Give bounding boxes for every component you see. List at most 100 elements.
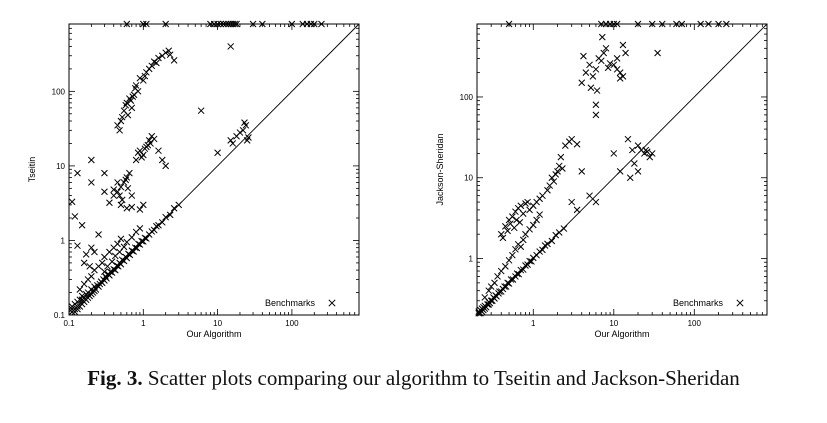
data-point [509,213,516,220]
data-point [519,210,527,217]
data-point [110,192,118,199]
caption-text: Scatter plots comparing our algorithm to… [147,366,740,390]
data-point [120,243,128,251]
data-point [658,20,666,28]
data-point [150,135,158,143]
data-point [229,140,237,147]
data-point [505,256,513,264]
legend-marker [736,299,744,307]
data-point [88,272,95,280]
data-point [559,165,566,172]
data-point [101,268,108,276]
data-point [166,211,174,219]
data-point [536,211,544,218]
y-tick-label: 10 [464,174,473,183]
data-point [197,107,205,115]
axis-ticks: 0.1 1 10 100 0.1 1 10 100 [52,23,360,328]
data-point [126,169,133,177]
data-point [155,221,162,229]
axis-ticks: 1 10 100 1 10 100 [460,23,768,328]
data-point [116,248,123,256]
data-point [114,240,121,248]
data-point [533,216,540,224]
data-point [578,79,586,87]
data-point [288,20,296,28]
data-point [101,169,108,177]
data-point [481,294,489,301]
data-point [139,77,147,84]
data-point [143,20,150,28]
data-point [593,87,601,94]
data-point [616,74,624,82]
data-point [528,258,535,265]
data-point [586,192,593,200]
data-point [68,198,76,206]
y-axis-label: Jackson-Sheridan [435,133,445,205]
y-tick-label: 1 [469,255,474,264]
data-point [153,59,160,67]
data-point [604,64,612,72]
data-point [715,20,722,28]
data-point [136,225,144,232]
data-point [578,167,586,175]
data-point [127,97,135,104]
data-point [529,221,537,229]
data-point [475,309,483,317]
data-point [587,84,595,92]
scatter-plot-tseitin: 0.1 1 10 100 0.1 1 10 100 Our Algorithm Tseitin… [27,20,360,339]
data-point [507,276,515,283]
legend-cross [736,299,744,307]
data-point [598,33,606,41]
data-point [613,20,621,28]
data-point [132,156,140,164]
data-point [487,297,495,305]
data-point [539,192,546,200]
plot-frame [476,23,768,316]
data-point [108,258,116,265]
y-tick-label: 0.1 [54,311,66,320]
data-point [318,20,325,28]
data-point [654,49,661,57]
data-point [95,231,102,238]
data-point [106,268,114,276]
data-points [68,20,325,316]
data-point [497,230,505,238]
data-point [606,60,614,67]
data-point [128,104,136,112]
data-point [162,49,170,57]
data-point [509,251,516,259]
scatter-plot-jackson-sheridan: 1 10 100 1 10 100 Our Algorithm Jackson-Sheri… [435,20,768,339]
data-point [88,179,95,186]
data-point [162,20,170,28]
x-tick-label: 100 [285,319,299,328]
data-point [241,119,248,127]
data-point [519,236,527,244]
data-point [166,51,174,59]
data-point [116,192,123,199]
data-point [619,72,627,80]
data-point [505,20,513,28]
data-point [170,57,178,64]
data-point [550,178,558,185]
data-point [610,150,618,157]
data-point [678,20,686,28]
data-point [544,240,551,248]
y-tick-label: 100 [52,87,66,96]
data-point [552,171,560,178]
data-point [76,296,84,304]
data-point [513,216,520,224]
data-point [236,129,244,136]
data-point [613,55,621,62]
data-point [624,135,632,143]
data-point [123,204,131,212]
data-point [560,225,568,232]
x-axis-label: Our Algorithm [594,329,649,339]
data-point [118,196,126,204]
data-point [517,243,525,251]
data-point [175,201,183,209]
y-tick-label: 10 [56,162,65,171]
data-point [110,186,118,194]
data-point [217,20,225,28]
data-point [114,179,121,186]
data-point [539,246,546,254]
